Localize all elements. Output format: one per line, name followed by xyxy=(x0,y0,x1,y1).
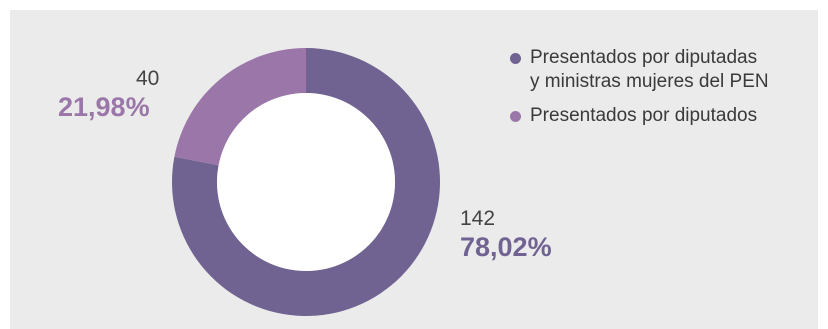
legend-item-diputadas: Presentados por diputadas y ministras mu… xyxy=(508,46,808,94)
legend-label-diputados: Presentados por diputados xyxy=(530,105,758,126)
legend-item-diputados: Presentados por diputados xyxy=(508,104,808,128)
donut-slice-diputados xyxy=(174,48,306,166)
slice-count-label-diputados: 40 xyxy=(136,67,160,90)
donut-slice-diputadas xyxy=(172,48,441,316)
legend: Presentados por diputadas y ministras mu… xyxy=(508,46,808,138)
slice-percent-label-diputados: 21,98% xyxy=(58,92,150,122)
slice-count-label-diputadas: 142 xyxy=(460,207,496,230)
chart-panel: 40 21,98% 142 78,02% Presentados por dip… xyxy=(10,10,818,329)
slice-percent-label-diputadas: 78,02% xyxy=(460,232,552,262)
legend-label-diputadas: Presentados por diputadas y ministras mu… xyxy=(530,47,769,92)
legend-swatch-diputados xyxy=(510,111,521,122)
legend-swatch-diputadas xyxy=(510,53,521,64)
donut-hole xyxy=(217,93,395,271)
donut-chart xyxy=(172,48,441,316)
